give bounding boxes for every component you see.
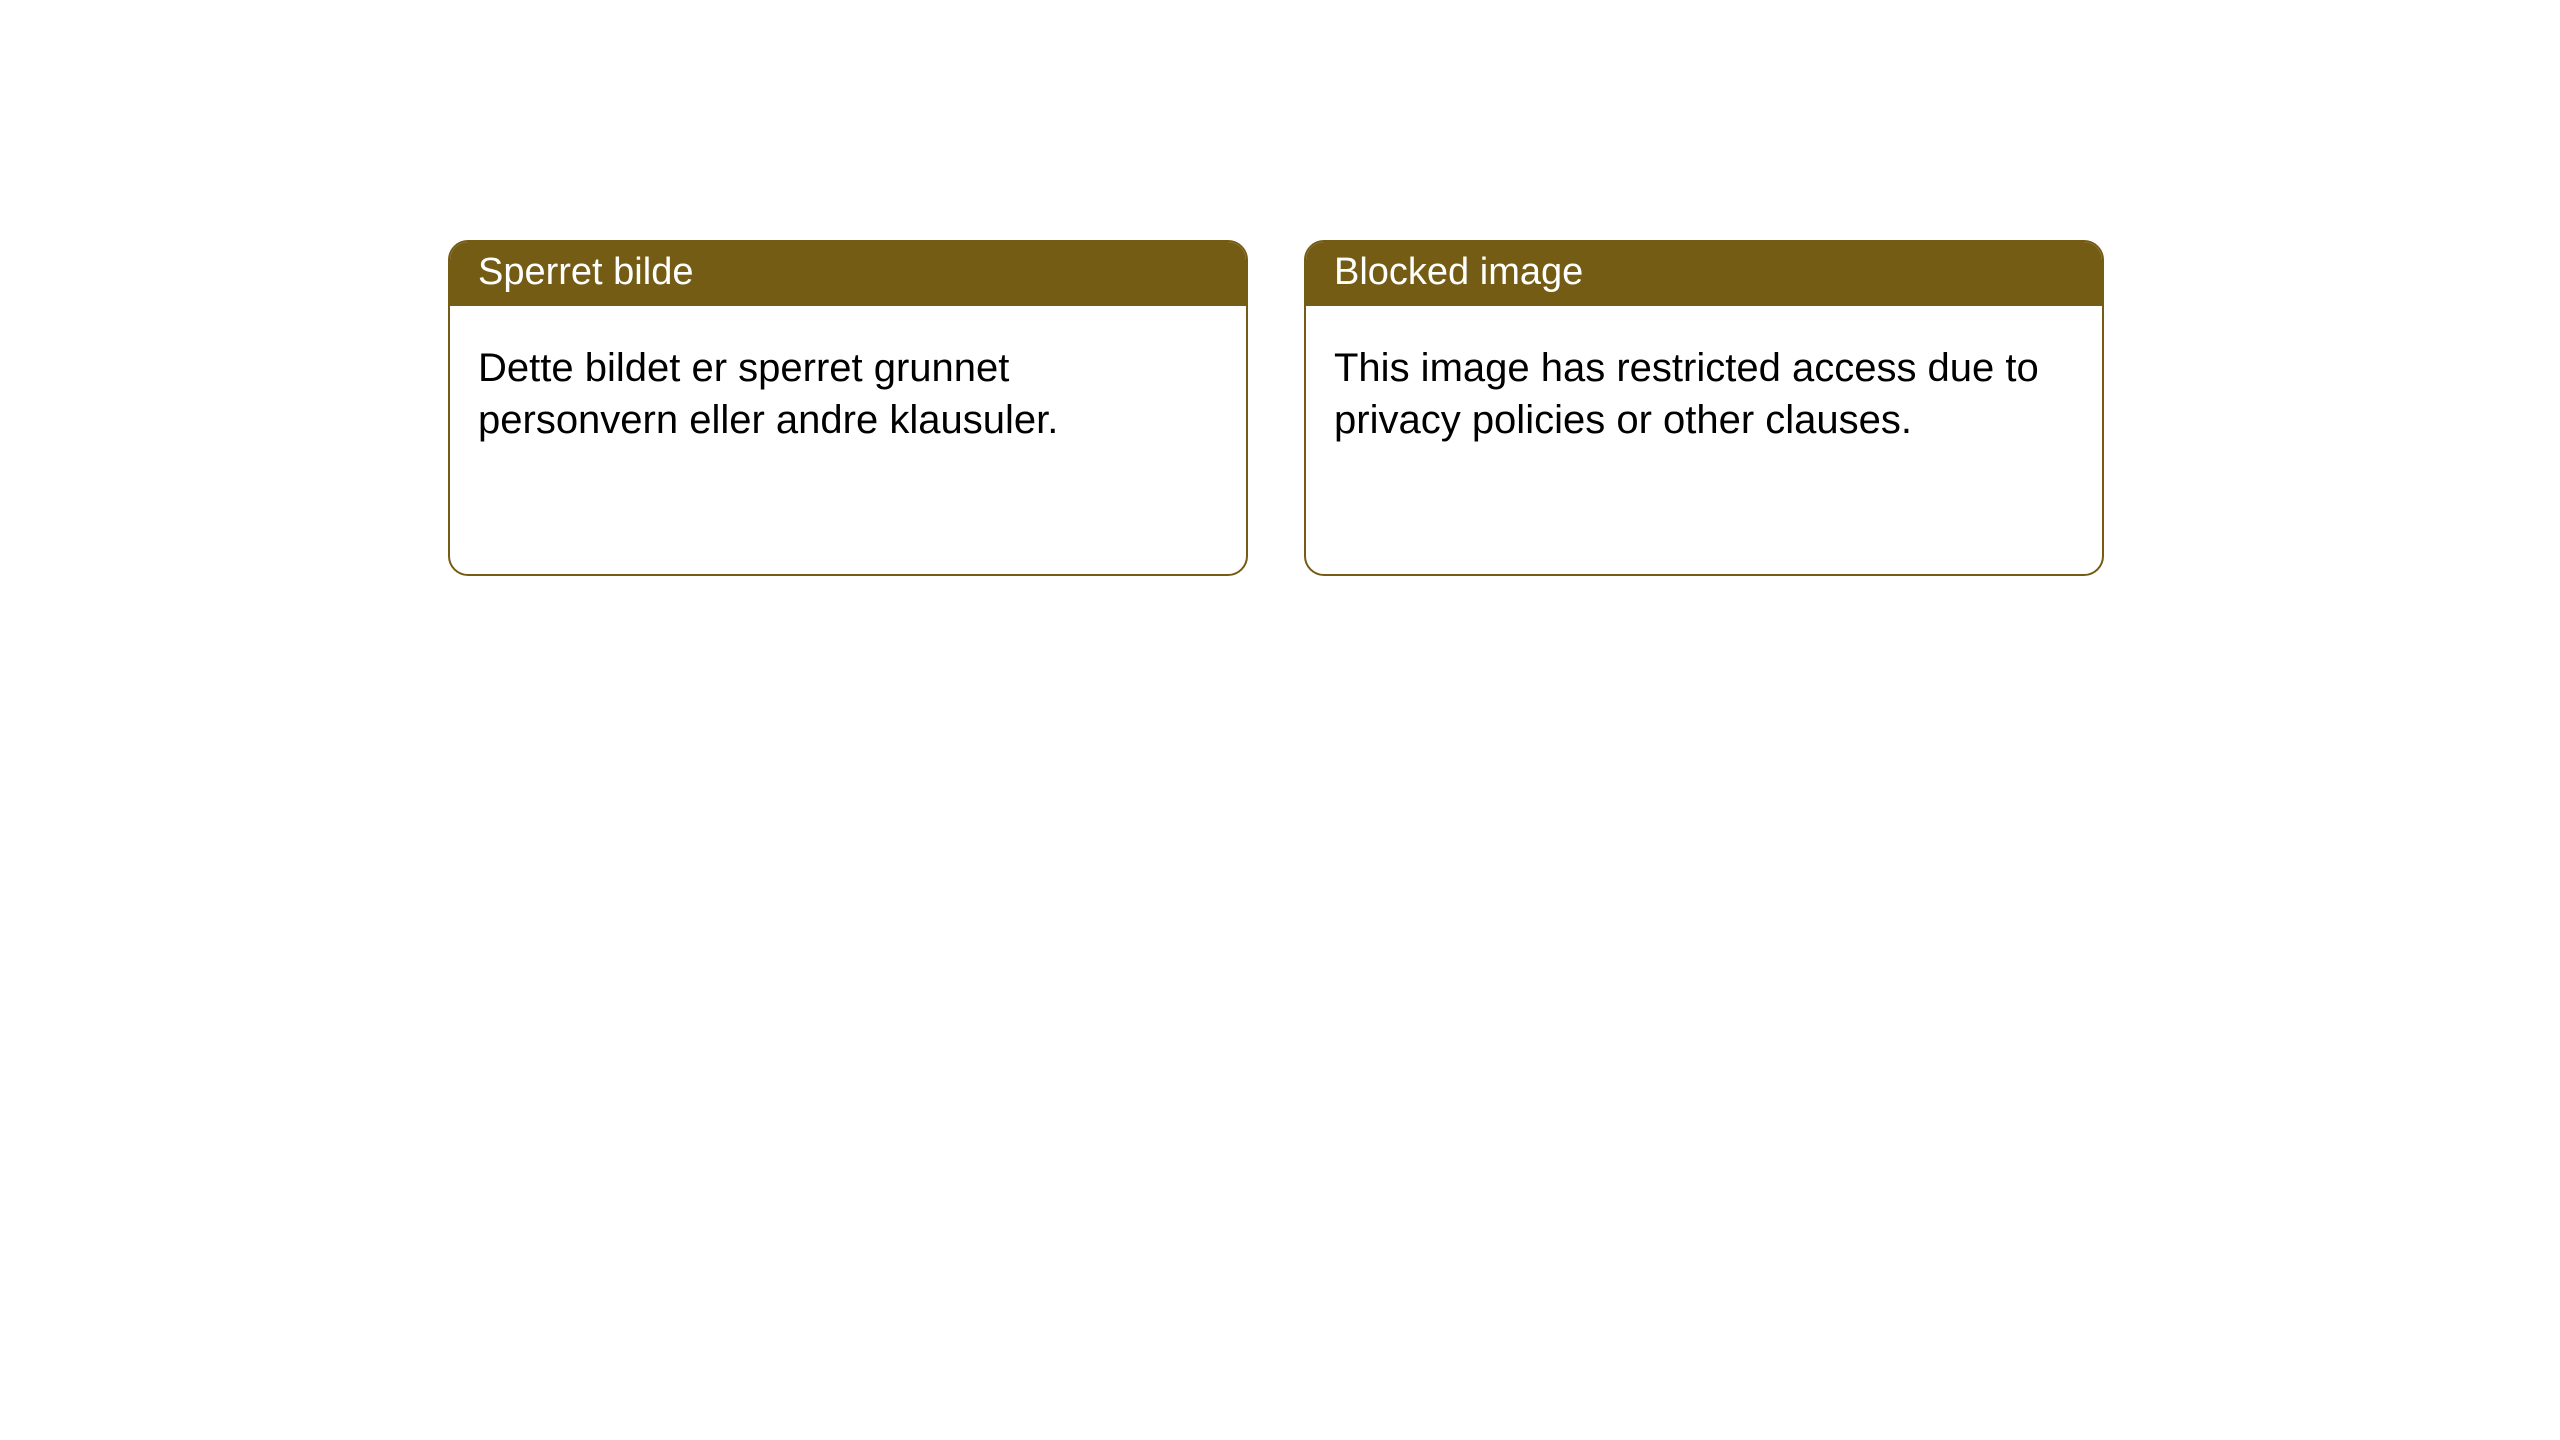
notice-header: Sperret bilde <box>450 242 1246 306</box>
notice-title: Sperret bilde <box>478 251 693 293</box>
notice-text: Dette bildet er sperret grunnet personve… <box>478 346 1058 442</box>
notice-box-norwegian: Sperret bilde Dette bildet er sperret gr… <box>448 240 1248 576</box>
notice-body: Dette bildet er sperret grunnet personve… <box>450 306 1246 482</box>
notice-box-english: Blocked image This image has restricted … <box>1304 240 2104 576</box>
notice-container: Sperret bilde Dette bildet er sperret gr… <box>448 240 2104 576</box>
notice-title: Blocked image <box>1334 251 1583 293</box>
notice-body: This image has restricted access due to … <box>1306 306 2102 482</box>
notice-header: Blocked image <box>1306 242 2102 306</box>
notice-text: This image has restricted access due to … <box>1334 346 2039 442</box>
